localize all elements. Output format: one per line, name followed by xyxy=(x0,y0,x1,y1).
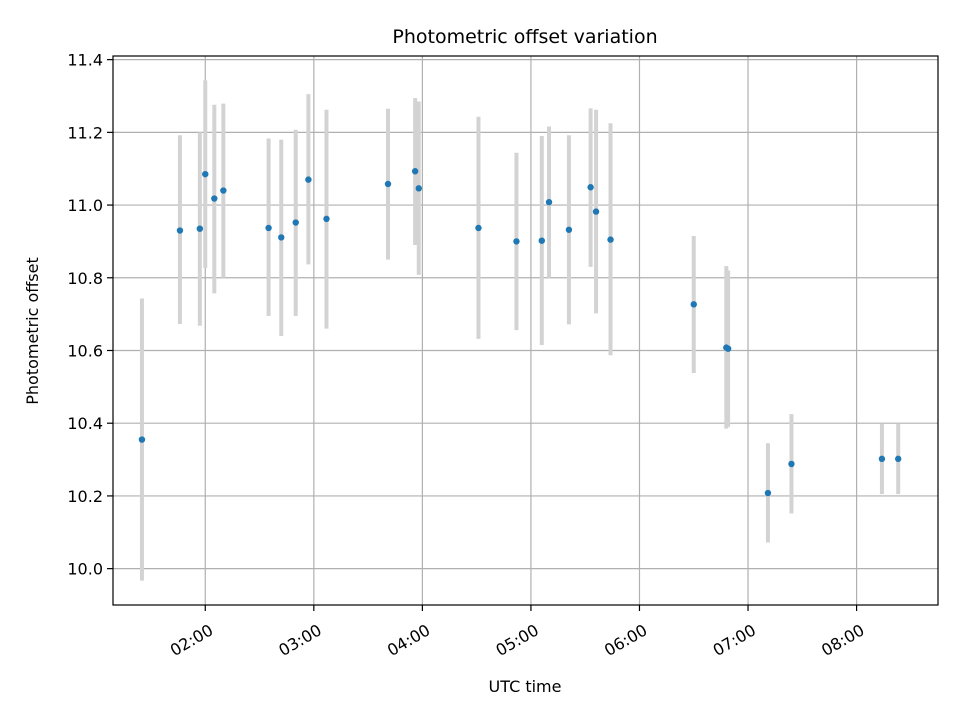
data-point xyxy=(724,345,732,352)
y-tick-label: 10.4 xyxy=(67,414,103,433)
y-tick-label: 10.6 xyxy=(67,341,103,360)
data-point xyxy=(607,236,614,243)
x-tick-label: 02:00 xyxy=(167,620,216,660)
y-axis-label: Photometric offset xyxy=(23,257,42,405)
data-point xyxy=(138,436,146,443)
data-point xyxy=(292,219,299,226)
y-tick-label: 10.8 xyxy=(67,269,103,288)
data-point xyxy=(592,208,600,215)
plot-frame xyxy=(112,55,939,606)
x-tick-label: 04:00 xyxy=(384,620,433,660)
data-point xyxy=(587,184,594,191)
grid xyxy=(113,56,938,605)
x-axis-label: UTC time xyxy=(489,677,562,696)
data-point xyxy=(894,455,902,463)
data-point xyxy=(220,187,227,194)
y-tick-label: 10.2 xyxy=(67,487,103,506)
x-tick-label: 03:00 xyxy=(275,620,324,660)
data-point xyxy=(411,168,419,175)
x-tick-label: 06:00 xyxy=(601,620,650,660)
data-point xyxy=(545,198,553,206)
y-tick-label: 11.4 xyxy=(67,51,103,70)
x-tick-label: 07:00 xyxy=(710,620,759,660)
data-point xyxy=(176,227,184,234)
y-tick-label: 11.2 xyxy=(67,123,103,142)
data-point xyxy=(513,238,520,245)
data-point xyxy=(265,224,272,232)
error-bars xyxy=(139,80,901,581)
data-point xyxy=(415,185,422,192)
data-point xyxy=(278,234,285,241)
data-point xyxy=(538,237,545,244)
x-tick-label: 05:00 xyxy=(492,620,541,660)
data-point xyxy=(323,215,330,223)
data-point xyxy=(690,301,697,308)
data-point xyxy=(384,180,392,188)
data-point xyxy=(878,455,886,463)
data-point xyxy=(788,460,795,468)
data-points xyxy=(138,168,902,497)
data-point xyxy=(202,170,209,178)
data-point xyxy=(565,226,573,233)
data-point xyxy=(211,195,218,202)
y-tick-label: 11.0 xyxy=(67,196,103,215)
y-tick-label: 10.0 xyxy=(67,560,103,579)
data-point xyxy=(305,176,312,183)
data-point xyxy=(764,489,772,497)
x-tick-label: 08:00 xyxy=(818,620,867,660)
chart-title: Photometric offset variation xyxy=(392,26,657,48)
data-point xyxy=(475,224,482,232)
data-point xyxy=(196,225,204,232)
